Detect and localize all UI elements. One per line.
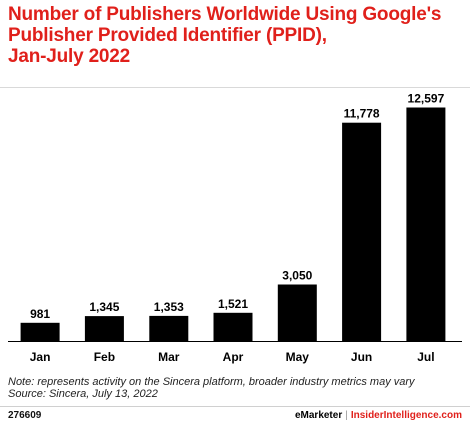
- value-label-jul: 12,597: [408, 92, 445, 106]
- x-tick-label-jun: Jun: [351, 350, 372, 364]
- x-tick-label-may: May: [286, 350, 310, 364]
- chart-id: 276609: [8, 410, 42, 421]
- bar-jan: [20, 322, 60, 341]
- brand-insider-intelligence: InsiderIntelligence.com: [350, 410, 462, 421]
- chart-title-line-3: Jan-July 2022: [8, 46, 131, 67]
- bar-mar: [149, 315, 189, 341]
- x-tick-label-feb: Feb: [94, 350, 115, 364]
- bar-may: [277, 284, 317, 341]
- value-label-apr: 1,521: [218, 297, 248, 311]
- value-label-feb: 1,345: [89, 300, 119, 314]
- brand-credit: eMarketer | InsiderIntelligence.com: [295, 410, 462, 421]
- chart-title-line-2: Publisher Provided Identifier (PPID),: [8, 25, 327, 46]
- brand-separator: |: [345, 410, 348, 421]
- title-divider: [0, 87, 470, 88]
- value-label-may: 3,050: [282, 269, 312, 283]
- x-tick-label-apr: Apr: [223, 350, 244, 364]
- chart-title-line-1: Number of Publishers Worldwide Using Goo…: [8, 4, 442, 25]
- value-label-jun: 11,778: [344, 107, 380, 121]
- bar-jul: [406, 107, 446, 341]
- chart-title: Number of Publishers Worldwide Using Goo…: [8, 4, 463, 67]
- bar-jun: [342, 122, 382, 341]
- bar-chart: 981 Jan 1,345 Feb 1,353 Mar 1,521 Apr 3,050 May 11…: [8, 92, 462, 364]
- bar-apr: [213, 312, 253, 341]
- x-tick-label-jul: Jul: [417, 350, 434, 364]
- x-tick-label-mar: Mar: [158, 350, 180, 364]
- footer-divider: [0, 406, 470, 407]
- chart-notes: Note: represents activity on the Sincera…: [8, 376, 463, 400]
- brand-emarketer: eMarketer: [294, 410, 343, 421]
- value-label-mar: 1,353: [154, 300, 184, 314]
- chart-note: Note: represents activity on the Sincera…: [8, 376, 415, 388]
- bar-feb: [84, 316, 124, 341]
- value-label-jan: 981: [30, 307, 50, 321]
- x-tick-label-jan: Jan: [30, 350, 51, 364]
- chart-source: Source: Sincera, July 13, 2022: [8, 388, 158, 400]
